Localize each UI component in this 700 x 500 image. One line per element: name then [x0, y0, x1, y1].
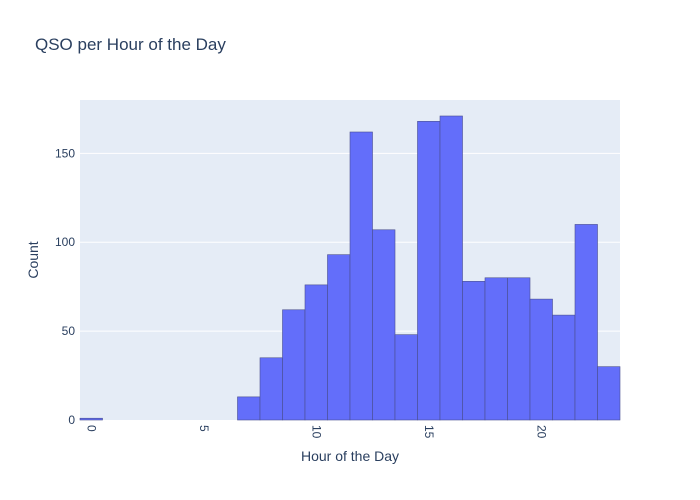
bar-hour-13: [372, 229, 396, 421]
bar-hour-16: [439, 115, 463, 421]
bar-hour-18: [484, 277, 508, 421]
x-tick-label-15: 15: [422, 425, 436, 439]
x-axis-title: Hour of the Day: [301, 448, 399, 464]
bar-hour-14: [394, 334, 418, 421]
x-axis-ticks: 0 5 10 15 20: [84, 425, 548, 439]
bar-hour-21: [552, 314, 576, 421]
y-axis-title: Count: [25, 241, 41, 278]
bar-hour-23: [597, 366, 621, 421]
bar-hour-7: [237, 396, 261, 421]
bar-hour-12: [349, 131, 373, 421]
y-axis-ticks: 0 50 100 150: [55, 146, 75, 427]
bar-hour-15: [417, 121, 441, 421]
y-tick-label-50: 50: [62, 324, 76, 338]
bar-hour-17: [462, 281, 486, 421]
bar-hour-10: [304, 284, 328, 421]
bar-hour-11: [327, 254, 351, 421]
chart-title: QSO per Hour of the Day: [35, 35, 226, 54]
bar-hour-0: [79, 417, 103, 421]
x-tick-label-20: 20: [534, 425, 548, 439]
y-tick-label-150: 150: [55, 146, 75, 160]
bar-hour-20: [529, 298, 553, 421]
x-tick-label-0: 0: [84, 425, 98, 432]
y-tick-label-0: 0: [68, 413, 75, 427]
y-tick-label-100: 100: [55, 235, 75, 249]
bar-hour-9: [282, 309, 306, 421]
bar-hour-8: [259, 357, 283, 421]
bar-hour-22: [574, 224, 598, 421]
x-tick-label-5: 5: [197, 425, 211, 432]
bars: [79, 115, 621, 421]
bar-hour-19: [507, 277, 531, 421]
x-tick-label-10: 10: [309, 425, 323, 439]
